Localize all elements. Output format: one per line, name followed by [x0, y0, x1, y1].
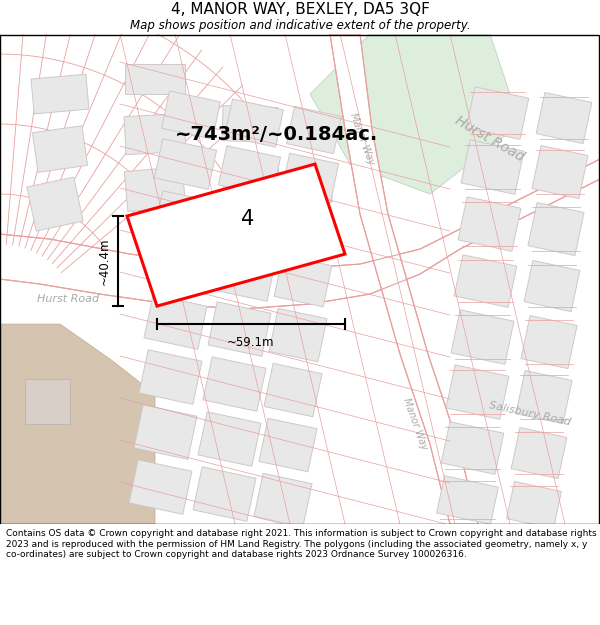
Bar [454, 255, 517, 308]
Bar [254, 473, 312, 527]
FancyBboxPatch shape [124, 114, 186, 154]
Text: Manor Way: Manor Way [348, 112, 376, 166]
Polygon shape [330, 34, 478, 524]
Bar [193, 467, 256, 521]
Polygon shape [310, 34, 520, 194]
Bar [129, 460, 192, 514]
Bar [144, 295, 207, 349]
Bar [269, 308, 327, 362]
FancyBboxPatch shape [287, 166, 333, 202]
Text: ~59.1m: ~59.1m [227, 336, 275, 349]
Bar [154, 139, 217, 189]
Bar [451, 310, 514, 364]
Text: Hurst Road: Hurst Road [220, 242, 290, 266]
Polygon shape [25, 379, 70, 424]
Bar [528, 202, 584, 256]
Text: Contains OS data © Crown copyright and database right 2021. This information is : Contains OS data © Crown copyright and d… [6, 529, 596, 559]
Bar [532, 146, 588, 199]
Text: 4, MANOR WAY, BEXLEY, DA5 3QF: 4, MANOR WAY, BEXLEY, DA5 3QF [170, 1, 430, 16]
Bar [149, 242, 212, 294]
Bar [203, 357, 266, 411]
Text: Salisbury Road: Salisbury Road [488, 401, 572, 428]
Bar [441, 422, 504, 474]
Bar [259, 418, 317, 472]
Bar [536, 92, 592, 144]
Text: Manor Way: Manor Way [401, 397, 429, 451]
FancyBboxPatch shape [27, 177, 83, 231]
Bar [224, 99, 283, 147]
Polygon shape [0, 34, 600, 524]
FancyBboxPatch shape [32, 126, 88, 173]
Bar [161, 91, 220, 139]
Polygon shape [0, 159, 600, 309]
Bar [134, 405, 197, 459]
Bar [274, 256, 332, 307]
Text: 4: 4 [241, 209, 254, 229]
Text: ~743m²/~0.184ac.: ~743m²/~0.184ac. [175, 124, 378, 144]
Text: Hurst Road: Hurst Road [453, 114, 527, 164]
Polygon shape [127, 164, 345, 306]
FancyBboxPatch shape [222, 106, 278, 142]
Bar [218, 146, 281, 196]
Bar [218, 198, 281, 248]
Text: Map shows position and indicative extent of the property.: Map shows position and indicative extent… [130, 19, 470, 32]
Text: Hurst Road: Hurst Road [37, 294, 99, 304]
Polygon shape [0, 324, 155, 524]
Bar [139, 350, 202, 404]
Bar [466, 87, 529, 139]
Bar [264, 363, 322, 417]
Bar [521, 316, 577, 369]
FancyBboxPatch shape [124, 167, 185, 211]
Bar [461, 140, 524, 194]
Bar [154, 191, 217, 241]
Bar [208, 302, 271, 356]
Bar [446, 365, 509, 419]
FancyBboxPatch shape [31, 74, 89, 114]
Text: ~40.4m: ~40.4m [98, 238, 111, 285]
FancyBboxPatch shape [125, 64, 185, 94]
Bar [458, 197, 521, 251]
FancyBboxPatch shape [223, 160, 277, 198]
Bar [281, 153, 338, 203]
Bar [511, 428, 567, 479]
Bar [198, 412, 261, 466]
Bar [516, 371, 572, 424]
Bar [213, 249, 276, 301]
Bar [524, 261, 580, 312]
Bar [287, 106, 341, 154]
Bar [506, 481, 562, 529]
Bar [437, 476, 499, 524]
